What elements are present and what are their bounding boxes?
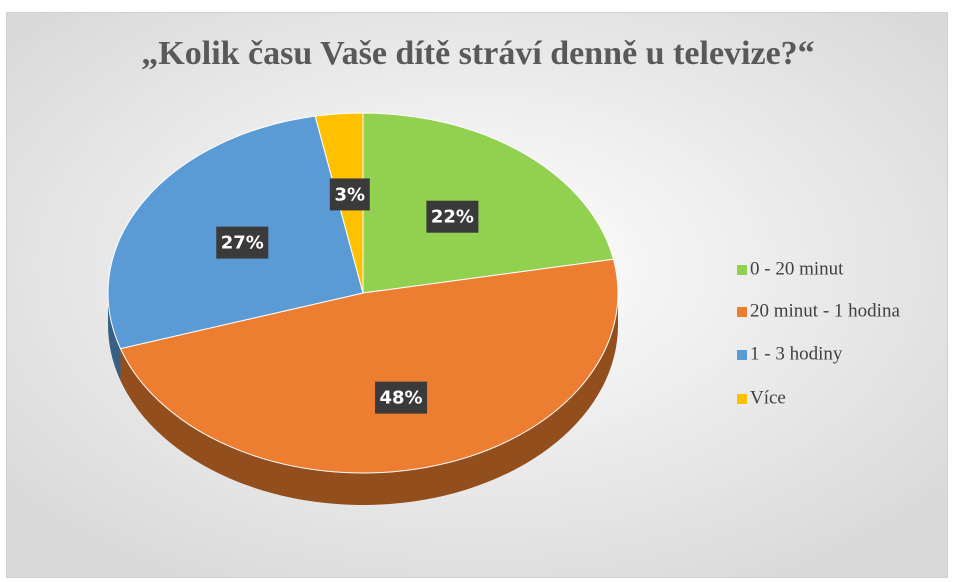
data-label-box <box>375 381 428 414</box>
data-label-box <box>216 226 269 259</box>
legend-swatch <box>737 265 747 275</box>
data-label-box <box>329 178 370 211</box>
slice <box>119 258 619 474</box>
data-label: 48% <box>380 388 423 409</box>
data-label-box <box>426 200 479 233</box>
data-label: 3% <box>335 184 366 205</box>
legend: 0 - 20 minut 20 minut - 1 hodina 1 - 3 hod… <box>737 258 900 408</box>
slice-side <box>108 293 121 381</box>
legend-label: 0 - 20 minut <box>750 258 844 279</box>
legend-swatch <box>737 350 747 360</box>
slice-side <box>120 293 618 505</box>
legend-swatch <box>737 394 747 404</box>
legend-label: 20 minut - 1 hodina <box>750 300 900 321</box>
chart-title: „Kolik času Vaše dítě stráví denně u tel… <box>141 35 814 72</box>
legend-swatch <box>737 307 747 317</box>
legend-label: 1 - 3 hodiny <box>750 343 843 364</box>
data-label: 27% <box>221 233 264 254</box>
legend-label: Více <box>750 387 786 408</box>
pie: 22% 48% 27% 3% <box>107 112 619 505</box>
data-label: 22% <box>431 207 474 228</box>
slice <box>362 112 615 294</box>
